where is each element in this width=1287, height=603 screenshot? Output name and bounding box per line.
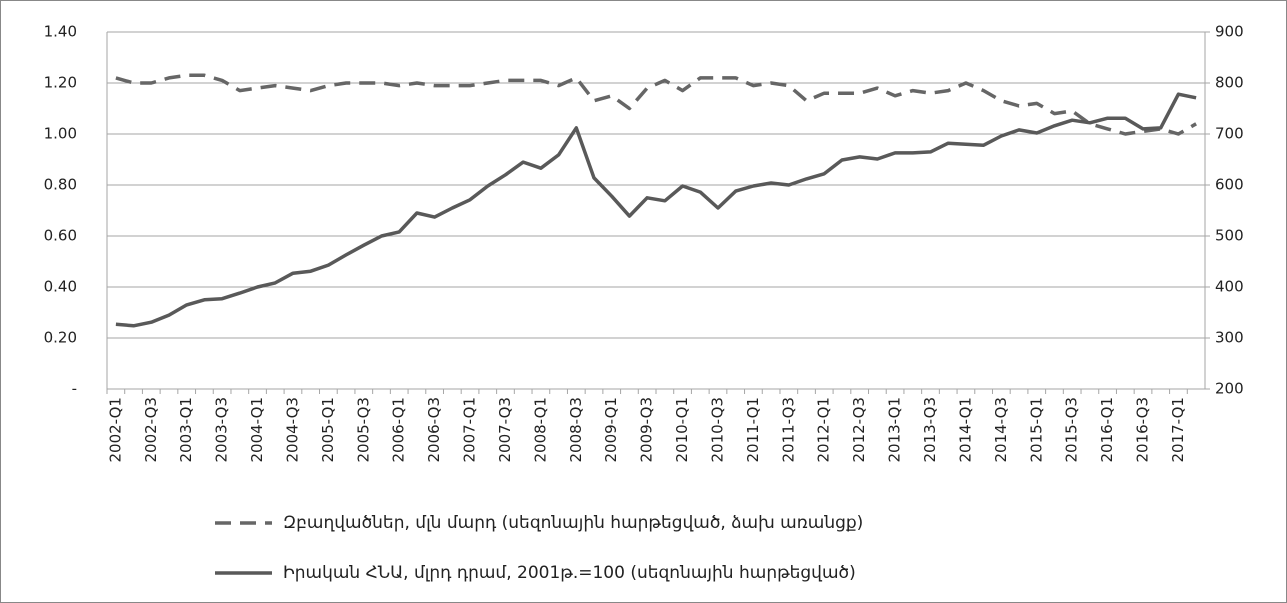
x-tick-label: 2002-Q3 — [142, 397, 160, 463]
x-tick-label: 2008-Q3 — [567, 397, 585, 463]
x-tick-label: 2005-Q1 — [319, 397, 337, 463]
x-tick-label: 2016-Q3 — [1134, 397, 1152, 463]
y-tick-label: 0.20 — [44, 329, 77, 347]
y-tick-label: 1.00 — [44, 125, 77, 143]
x-tick-label: 2017-Q1 — [1169, 397, 1187, 463]
x-tick-label: 2006-Q1 — [390, 397, 408, 463]
x-tick-label: 2011-Q1 — [744, 397, 762, 463]
x-tick-label: 2013-Q1 — [886, 397, 904, 463]
x-tick-label: 2008-Q1 — [531, 397, 549, 463]
y-tick-label: 0.60 — [44, 227, 77, 245]
x-tick-label: 2016-Q1 — [1098, 397, 1116, 463]
x-tick-label: 2004-Q3 — [283, 397, 301, 463]
x-tick-label: 2014-Q1 — [956, 397, 974, 463]
y-tick-label: 0.80 — [44, 176, 77, 194]
y-tick-label: 0.40 — [44, 278, 77, 296]
y2-tick-label: 800 — [1215, 74, 1244, 92]
legend-label: Զբաղվածներ, մլն մարդ (սեզոնային հարթեցվա… — [283, 513, 863, 533]
x-tick-label: 2015-Q3 — [1063, 397, 1081, 463]
x-tick-label: 2003-Q3 — [213, 397, 231, 463]
y-tick-label: 1.40 — [44, 23, 77, 41]
x-tick-label: 2004-Q1 — [248, 397, 266, 463]
x-tick-label: 2015-Q1 — [1027, 397, 1045, 463]
y2-tick-label: 200 — [1215, 380, 1244, 398]
y-tick-label: - — [72, 380, 77, 398]
y2-tick-label: 900 — [1215, 23, 1244, 41]
y-tick-label: 1.20 — [44, 74, 77, 92]
x-tick-label: 2014-Q3 — [992, 397, 1010, 463]
x-tick-label: 2009-Q1 — [602, 397, 620, 463]
y2-tick-label: 600 — [1215, 176, 1244, 194]
x-tick-label: 2012-Q3 — [850, 397, 868, 463]
y2-tick-label: 500 — [1215, 227, 1244, 245]
x-tick-label: 2013-Q3 — [921, 397, 939, 463]
x-tick-label: 2007-Q1 — [461, 397, 479, 463]
x-tick-label: 2009-Q3 — [638, 397, 656, 463]
y2-tick-label: 400 — [1215, 278, 1244, 296]
x-tick-label: 2010-Q3 — [708, 397, 726, 463]
line-series — [115, 92, 1197, 328]
x-tick-label: 2012-Q1 — [815, 397, 833, 463]
x-tick-label: 2010-Q1 — [673, 397, 691, 463]
x-tick-label: 2003-Q1 — [177, 397, 195, 463]
y2-tick-label: 300 — [1215, 329, 1244, 347]
x-tick-label: 2006-Q3 — [425, 397, 443, 463]
x-tick-label: 2005-Q3 — [354, 397, 372, 463]
x-tick-label: 2002-Q1 — [106, 397, 124, 463]
x-tick-label: 2007-Q3 — [496, 397, 514, 463]
line-series — [115, 73, 1197, 136]
x-tick-label: 2011-Q3 — [779, 397, 797, 463]
y2-tick-label: 700 — [1215, 125, 1244, 143]
legend-label: Իրական ՀՆԱ, մլրդ դրամ, 2001թ.=100 (սեզոն… — [283, 563, 856, 583]
